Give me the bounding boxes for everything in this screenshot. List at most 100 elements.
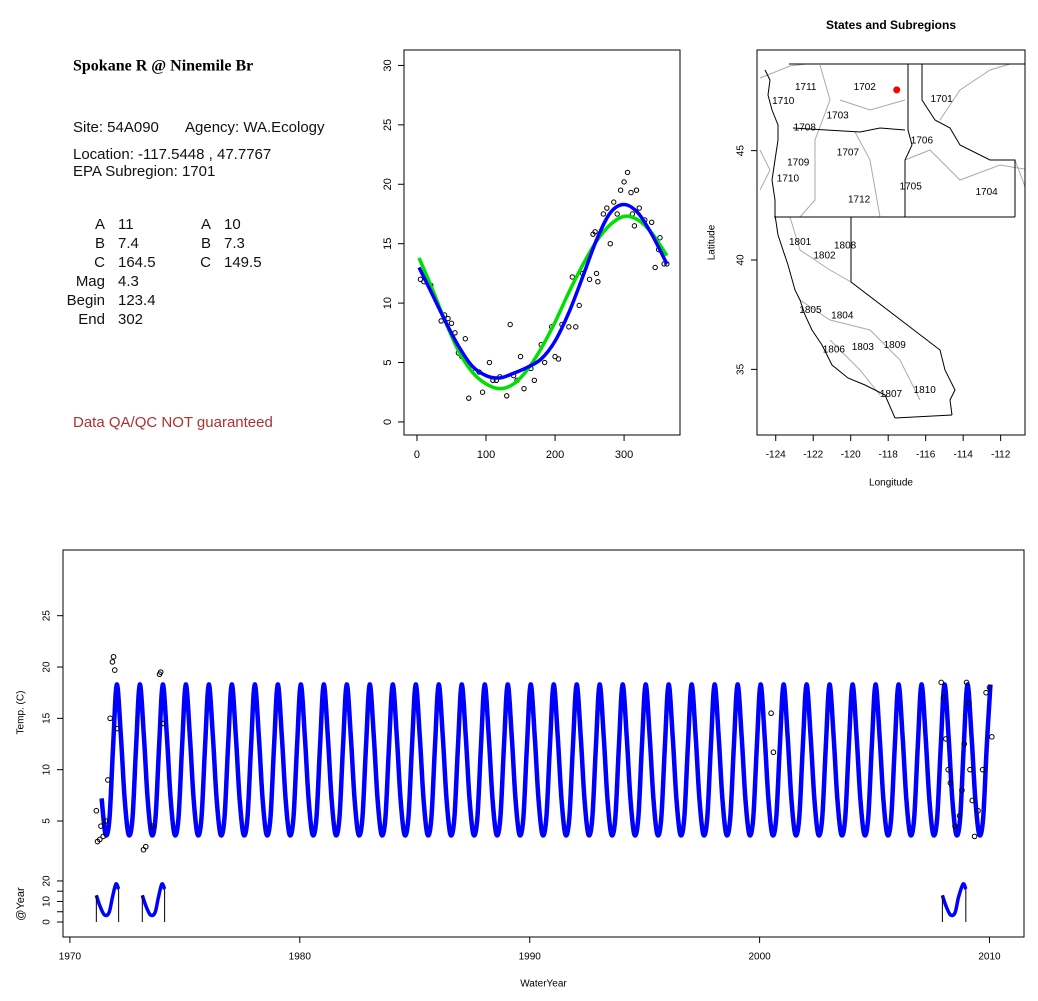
data-point xyxy=(636,205,642,211)
data-point xyxy=(611,199,617,205)
subregion-label: 1706 xyxy=(911,135,934,146)
subregion-label: 1802 xyxy=(813,250,836,261)
subregion-label: 1703 xyxy=(826,110,849,121)
y2-tick-label: 0 xyxy=(42,919,53,925)
agency: Agency: WA.Ecology xyxy=(185,119,325,136)
data-point xyxy=(938,679,945,686)
info-panel: Spokane R @ Ninemile Br Site: 54A090 Age… xyxy=(67,58,325,431)
param-name: B xyxy=(95,235,105,252)
data-point xyxy=(983,689,989,696)
data-point xyxy=(940,695,947,701)
data-point xyxy=(569,274,576,280)
data-point xyxy=(541,359,548,366)
param-name: C xyxy=(94,254,105,271)
data-point xyxy=(462,336,469,342)
subregion-label: 1710 xyxy=(777,174,800,185)
data-point xyxy=(768,710,774,717)
subregion-line xyxy=(799,64,831,218)
subregion-label: 1805 xyxy=(799,305,822,316)
y-tick-label: 20 xyxy=(382,178,394,190)
data-point xyxy=(479,389,486,395)
x-tick-label: -120 xyxy=(841,450,861,461)
subregion-label: 1702 xyxy=(854,82,877,93)
data-point xyxy=(109,659,116,665)
data-point xyxy=(531,377,538,384)
data-point xyxy=(770,749,777,756)
y-tick-label: 30 xyxy=(382,59,394,71)
param-name: C xyxy=(200,254,211,271)
param-value: 10 xyxy=(224,216,241,233)
data-point xyxy=(959,787,965,794)
fit-line xyxy=(417,214,669,391)
subregion-label: 1708 xyxy=(794,122,817,133)
coastline xyxy=(764,69,896,419)
state-line xyxy=(850,217,956,416)
data-point xyxy=(952,823,958,829)
data-point xyxy=(947,780,954,786)
map-area: 1702171117101703170817011706170717091710… xyxy=(772,82,998,400)
y-tick-label: 45 xyxy=(736,145,747,157)
x-tick-label: -118 xyxy=(879,450,899,461)
data-point xyxy=(107,715,113,722)
data-point xyxy=(160,720,166,727)
y-tick-label: 5 xyxy=(382,359,394,365)
data-point xyxy=(621,179,627,185)
subregion-label: 1707 xyxy=(837,147,860,158)
y-tick-label: 25 xyxy=(382,119,394,131)
y2-tick-label: 20 xyxy=(42,875,53,887)
data-point xyxy=(576,302,582,309)
x-tick-label: -112 xyxy=(991,450,1011,461)
map-title: States and Subregions xyxy=(826,18,956,32)
data-point xyxy=(967,766,973,773)
x-tick-label: 1980 xyxy=(289,952,312,963)
subregion-line xyxy=(839,99,906,111)
fit-line xyxy=(417,202,669,380)
data-point xyxy=(555,356,562,362)
x-tick-label: 100 xyxy=(477,449,495,461)
y-tick-label: 10 xyxy=(42,764,53,776)
subregion-line xyxy=(789,216,852,283)
param-value: 7.4 xyxy=(118,235,139,252)
chart: -124 -122 -120 -118 -116 -114 -112 35 40 45 States… xyxy=(707,18,1026,489)
data-point xyxy=(98,823,104,829)
data-point xyxy=(624,169,631,176)
x-tick-label: 2000 xyxy=(748,952,771,963)
data-point xyxy=(93,807,100,814)
site-title: Spokane R @ Ninemile Br xyxy=(73,58,253,75)
param-name: A xyxy=(95,216,105,233)
subregion-line xyxy=(759,63,807,79)
param-name: Mag xyxy=(76,273,105,290)
site-marker xyxy=(893,86,901,94)
series-line xyxy=(99,682,993,838)
chart: 0 100 200 300 0 5 10 15 20 25 30 xyxy=(382,49,681,461)
data-point xyxy=(607,240,613,247)
param-value: 7.3 xyxy=(224,235,245,252)
x-axis-label: WaterYear xyxy=(520,979,567,990)
y2-tick-label: 10 xyxy=(42,895,53,907)
subregion-label: 1801 xyxy=(789,237,812,248)
data-point xyxy=(105,777,111,783)
y-tick-label: 15 xyxy=(42,712,53,724)
x-tick-label: 1970 xyxy=(59,952,82,963)
data-point xyxy=(507,321,513,328)
data-point xyxy=(102,818,109,824)
data-point xyxy=(969,797,976,804)
year-curve xyxy=(940,882,968,918)
plot-area xyxy=(417,169,670,401)
data-point xyxy=(961,741,968,747)
map-boundaries xyxy=(759,63,1025,419)
data-point xyxy=(586,276,593,283)
y-axis-label: Latitude xyxy=(707,224,718,260)
subregion-label: 1709 xyxy=(787,157,810,168)
plot-frame xyxy=(403,49,681,436)
subregion-label: 1712 xyxy=(848,194,871,205)
subregion-line xyxy=(904,149,1025,181)
param-name: A xyxy=(201,216,211,233)
x-tick-label: -124 xyxy=(766,450,786,461)
x-tick-label: 2010 xyxy=(978,952,1001,963)
x-tick-label: -122 xyxy=(803,450,823,461)
subregion-label: 1710 xyxy=(772,96,795,107)
data-point xyxy=(521,385,527,392)
subregion-label: 1810 xyxy=(914,385,937,396)
